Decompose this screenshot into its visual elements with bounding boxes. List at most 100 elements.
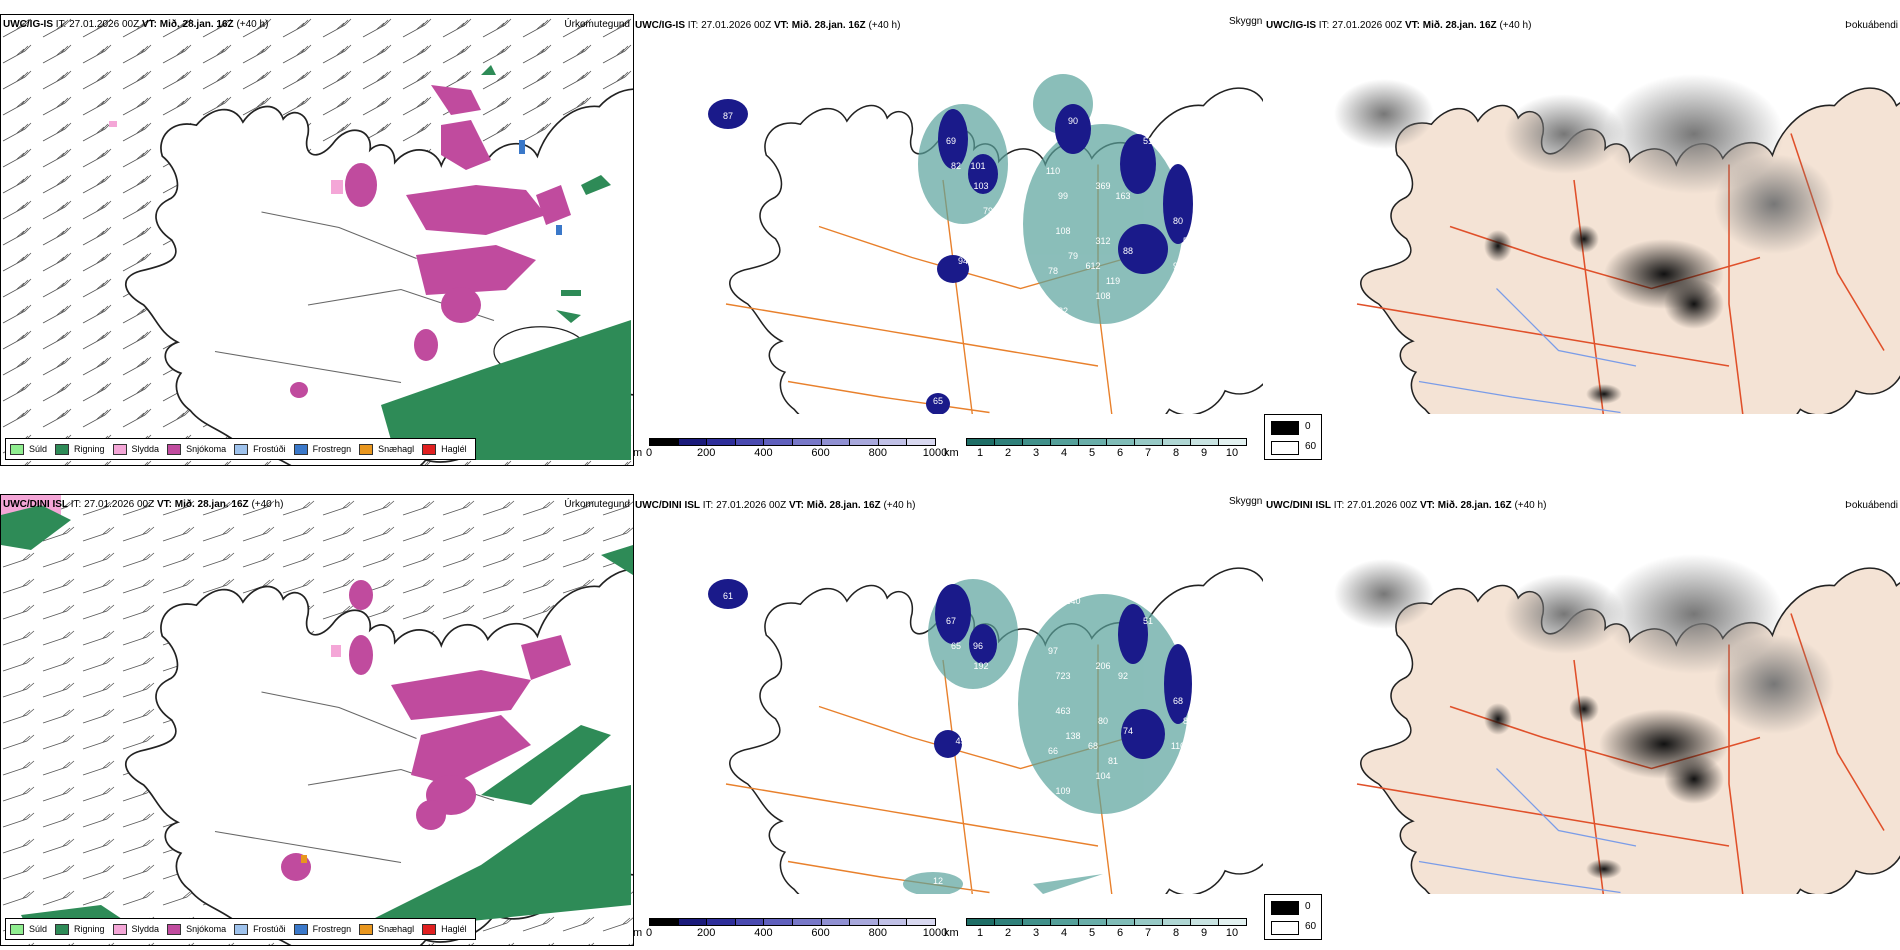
legend-item: Snæhagl bbox=[359, 443, 414, 455]
vis-value-label: 81 bbox=[1108, 756, 1118, 766]
vis-value-label: 71 bbox=[1173, 156, 1183, 166]
fog-map-bottom bbox=[1334, 554, 1900, 894]
vis-title-top: Skyggni bbox=[1229, 16, 1263, 27]
colorbar-tick: 2 bbox=[1004, 447, 1012, 459]
colorbar-tick: 8 bbox=[1172, 447, 1180, 459]
precip-map-top bbox=[1, 15, 633, 465]
colorbar-tick: 600 bbox=[811, 927, 830, 939]
colorbar-tick: 8 bbox=[1172, 927, 1180, 939]
legend-item: Súld bbox=[10, 443, 47, 455]
legend-item: Frostúði bbox=[234, 923, 286, 935]
fog-title-bottom: Þokuábendi bbox=[1845, 500, 1898, 511]
vis-value-label: 120 bbox=[1100, 106, 1115, 116]
vis-value-label: 12 bbox=[933, 876, 943, 886]
vis-value-label: 108 bbox=[1055, 226, 1070, 236]
legend-item: Frostregn bbox=[293, 923, 351, 935]
vis-value-label: 56 bbox=[1183, 236, 1193, 246]
ceiling-colorbar-top: m 0 200 400 600 800 1000 bbox=[633, 438, 947, 462]
legend-item: Frostregn bbox=[293, 443, 351, 455]
vis-value-label: 94 bbox=[958, 256, 968, 266]
vis-value-label: 369 bbox=[1095, 181, 1110, 191]
vis-value-label: 99 bbox=[1058, 191, 1068, 201]
vis-value-label: 312 bbox=[1095, 236, 1110, 246]
precip-legend-top: Súld Rigning Slydda Snjókoma Frostúði Fr… bbox=[5, 438, 476, 460]
vis-value-label: 101 bbox=[970, 161, 985, 171]
colorbar-segment bbox=[820, 918, 851, 926]
colorbar-segment bbox=[677, 438, 708, 446]
colorbar-tick: 9 bbox=[1200, 927, 1208, 939]
vis-value-label: 206 bbox=[1095, 661, 1110, 671]
vis-value-label: 612 bbox=[1085, 261, 1100, 271]
vis-value-label: 163 bbox=[1115, 191, 1130, 201]
vis-header-bottom: UWC/DINI ISL IT: 27.01.2026 00Z VT: Mið.… bbox=[635, 500, 916, 511]
colorbar-segment bbox=[1190, 918, 1219, 926]
colorbar-tick: 400 bbox=[754, 927, 773, 939]
colorbar-tick: 1 bbox=[976, 447, 984, 459]
vis-value-label: 69 bbox=[946, 136, 956, 146]
vis-value-label: 51 bbox=[1143, 136, 1153, 146]
fog-header-bottom: UWC/DINI ISL IT: 27.01.2026 00Z VT: Mið.… bbox=[1266, 500, 1547, 511]
vis-value-label: 92 bbox=[1118, 671, 1128, 681]
vis-value-label: 87 bbox=[723, 111, 733, 121]
vis-value-label: 80 bbox=[723, 91, 733, 101]
visibility-panel-bottom: 80 61 67 65 96 192 143 140 129 51 45 97 723 206 92 463 1… bbox=[633, 494, 1263, 946]
vis-value-label: 66 bbox=[1048, 746, 1058, 756]
colorbar-segment bbox=[1162, 918, 1191, 926]
legend-item: Snæhagl bbox=[359, 923, 414, 935]
precip-header-bottom: UWC/DINI ISL IT: 27.01.2026 00Z VT: Mið.… bbox=[3, 499, 284, 510]
vis-value-label: 80 bbox=[723, 571, 733, 581]
vis-value-label: 67 bbox=[946, 616, 956, 626]
colorbar-segment bbox=[1106, 918, 1135, 926]
colorbar-tick: 5 bbox=[1088, 447, 1096, 459]
legend-item: Rigning bbox=[55, 923, 105, 935]
fog-header-top: UWC/IG-IS IT: 27.01.2026 00Z VT: Mið. 28… bbox=[1266, 20, 1532, 31]
colorbar-segment bbox=[849, 438, 879, 446]
colorbar-tick: 0 bbox=[645, 927, 653, 939]
colorbar-tick: 7 bbox=[1144, 927, 1152, 939]
colorbar-segment bbox=[763, 918, 793, 926]
colorbar-segment bbox=[1106, 438, 1135, 446]
precip-map-bottom bbox=[1, 495, 633, 945]
vis-value-label: 45 bbox=[1173, 636, 1183, 646]
colorbar-segment bbox=[677, 918, 708, 926]
colorbar-tick: 10 bbox=[1225, 927, 1239, 939]
vis-value-label: 110 bbox=[1171, 741, 1185, 751]
vis-value-label: 82 bbox=[1058, 306, 1068, 316]
vis-value-label: 79 bbox=[983, 206, 993, 216]
vis-value-label: 96 bbox=[973, 641, 983, 651]
colorbar-tick: 1000 bbox=[922, 447, 948, 459]
colorbar-segment bbox=[1190, 438, 1219, 446]
legend-item: Rigning bbox=[55, 443, 105, 455]
fog-map-top bbox=[1334, 74, 1900, 414]
colorbar-tick: 6 bbox=[1116, 447, 1124, 459]
colorbar-tick: 3 bbox=[1032, 927, 1040, 939]
legend-item: Haglél bbox=[422, 923, 467, 935]
colorbar-segment bbox=[1050, 438, 1079, 446]
legend-item: Súld bbox=[10, 923, 47, 935]
colorbar-tick: 6 bbox=[1116, 927, 1124, 939]
vis-value-label: 68 bbox=[1088, 741, 1098, 751]
vis-value-label: 110 bbox=[1046, 166, 1060, 176]
vis-header-top: UWC/IG-IS IT: 27.01.2026 00Z VT: Mið. 28… bbox=[635, 20, 901, 31]
vis-value-label: 88 bbox=[1123, 246, 1133, 256]
fog-panel-bottom: UWC/DINI ISL IT: 27.01.2026 00Z VT: Mið.… bbox=[1264, 494, 1900, 946]
colorbar-segment bbox=[1022, 438, 1051, 446]
colorbar-segment bbox=[792, 918, 822, 926]
colorbar-tick: 7 bbox=[1144, 447, 1152, 459]
vis-value-label: 61 bbox=[723, 591, 733, 601]
colorbar-tick: 3 bbox=[1032, 447, 1040, 459]
fog-panel-top: UWC/IG-IS IT: 27.01.2026 00Z VT: Mið. 28… bbox=[1264, 14, 1900, 466]
vis-value-label: 80 bbox=[1173, 216, 1183, 226]
colorbar-tick: 400 bbox=[754, 447, 773, 459]
visibility-colorbar-top: km 1 2 3 4 5 6 7 8 9 10 bbox=[944, 438, 1247, 462]
legend-item: Snjókoma bbox=[167, 443, 226, 455]
vis-value-label: 143 bbox=[980, 686, 995, 696]
colorbar-tick: 4 bbox=[1060, 927, 1068, 939]
vis-value-label: 497 bbox=[955, 736, 970, 746]
colorbar-segment bbox=[994, 918, 1023, 926]
colorbar-segment bbox=[649, 438, 679, 446]
colorbar-segment bbox=[1162, 438, 1191, 446]
colorbar-segment bbox=[877, 438, 908, 446]
vis-value-label: 138 bbox=[1065, 731, 1080, 741]
legend-item: Snjókoma bbox=[167, 923, 226, 935]
